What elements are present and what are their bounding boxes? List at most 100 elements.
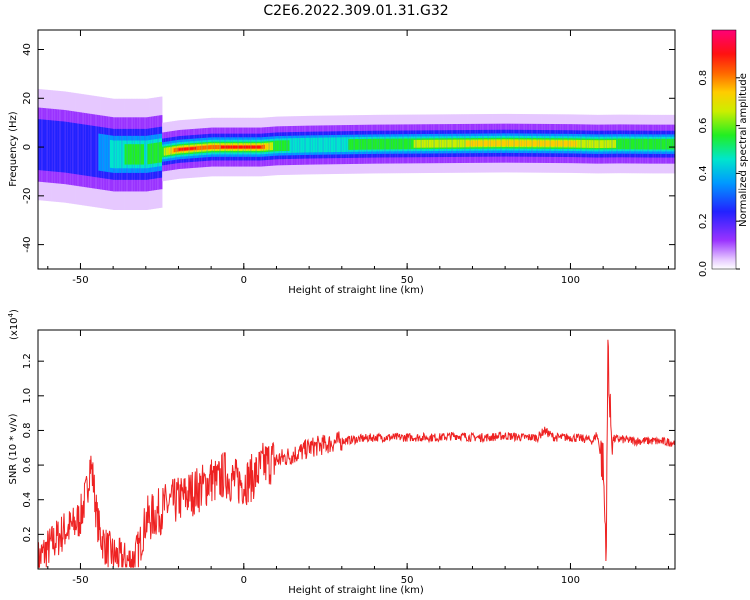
spectrogram-cell [536, 140, 539, 147]
y-tick-label: 1.0 [22, 388, 33, 404]
spectrogram-cell [550, 140, 553, 147]
spectrogram-cell [212, 145, 215, 150]
spectrogram-cell [240, 145, 243, 149]
spectrogram-cell [608, 140, 610, 148]
spectrogram-cell [207, 145, 210, 150]
spectrogram-cell [369, 138, 372, 150]
spectrogram-cell [666, 138, 669, 150]
spectrogram-cell [586, 140, 589, 148]
spectrogram-cell [547, 140, 550, 147]
spectrogram-cell [260, 145, 263, 149]
spectrogram-cell [189, 147, 192, 150]
spectrogram-cell [49, 120, 52, 172]
colorbar-label: Normalized spectral amplitude [738, 73, 749, 227]
spectrogram-cell [258, 145, 261, 149]
spectrogram-cell [132, 144, 135, 165]
spectrogram-cell [283, 140, 285, 152]
spectrogram-cell [487, 140, 490, 146]
y-tick-label: 0.4 [22, 492, 33, 508]
spectrogram-cell [149, 143, 151, 165]
spectrogram-cell [145, 140, 148, 169]
y-tick-label: 0.8 [22, 422, 33, 438]
spectrogram-cell [152, 143, 155, 164]
spectrogram-cell [359, 138, 362, 150]
spectrogram-cell [433, 139, 436, 148]
spectrogram-cell [660, 138, 663, 150]
spectrogram-cell [500, 140, 503, 146]
spectrogram-cell [483, 140, 486, 147]
spectrogram-cell [381, 138, 383, 150]
spectrogram-cell [514, 140, 517, 146]
spectrogram-cell [418, 139, 421, 148]
spectrogram-cell [57, 120, 60, 172]
spectrogram-cell [235, 145, 238, 149]
spectrogram-cell [229, 145, 232, 149]
spectrogram-cell [403, 138, 406, 150]
spectrogram-cell [185, 147, 187, 151]
spectrogram-cell [591, 140, 594, 148]
spectrogram-cell [122, 140, 125, 169]
spectrogram-cell [198, 146, 200, 150]
snr-x-axis-label: Height of straight line (km) [288, 585, 424, 596]
spectrogram-cell [430, 139, 432, 148]
spectrogram-cell [47, 120, 50, 172]
spectrogram-cell [237, 145, 240, 149]
spectrogram-cell [292, 138, 295, 153]
spectrogram-cell [271, 142, 274, 151]
spectrogram-cell [428, 139, 431, 148]
spectrogram-cell [136, 144, 138, 165]
spectrogram-cell [44, 119, 47, 171]
spectrogram-cell [345, 137, 347, 152]
spectrogram-cell [415, 139, 418, 148]
spectrogram-cell [570, 140, 573, 147]
spectrogram-cell [358, 139, 361, 150]
spectrogram-cell [503, 140, 506, 146]
spectrogram-cell [526, 140, 529, 147]
spectrogram-cell [108, 135, 111, 173]
spectrogram-cell [60, 121, 63, 173]
spectrogram-cell [390, 138, 393, 150]
spectrogram-cell [577, 139, 579, 148]
spectrogram-cell [402, 138, 405, 150]
spectrogram-cell [307, 137, 310, 153]
spectrogram-cell [327, 137, 330, 153]
spectrogram-cell [501, 140, 504, 146]
y-tick-label: 1.2 [22, 353, 33, 369]
spectrogram-cell [594, 140, 597, 149]
spectrogram-cell [474, 140, 477, 147]
spectrogram-cell [269, 142, 272, 151]
spectrogram-cell [332, 137, 334, 153]
spectrogram-cell [617, 138, 620, 150]
spectrogram-cell [186, 147, 189, 151]
spectrogram-cell [434, 139, 437, 148]
spectrogram-cell [400, 138, 403, 150]
spectrogram-cell [147, 143, 150, 165]
spectrogram-y-ticks: -40 -20 0 20 40 [22, 43, 675, 253]
spectrogram-cell [116, 140, 119, 169]
spectrogram-cell [523, 140, 526, 146]
spectrogram-cell [635, 138, 638, 150]
spectrogram-cell [300, 137, 303, 153]
spectrogram-cell [217, 145, 220, 150]
spectrogram-cell [263, 144, 266, 149]
spectrogram-cell [583, 139, 586, 148]
spectrogram-cell [423, 139, 426, 148]
spectrogram-cell [518, 140, 521, 146]
spectrogram-cell [83, 124, 86, 176]
spectrogram-cell [438, 139, 441, 148]
spectrogram-cell [421, 139, 424, 148]
spectrogram-cell [253, 145, 256, 149]
spectrogram-cell [371, 138, 374, 150]
spectrogram-cell [462, 139, 465, 148]
spectrogram-cell [444, 139, 447, 148]
snr-y-axis-label: SNR (10 * v/v) [8, 413, 19, 484]
spectrogram-cell [367, 138, 370, 150]
colorbar-tick-label: 0.0 [698, 261, 709, 277]
spectrogram-cell [220, 145, 223, 149]
spectrogram-cell [376, 138, 379, 150]
spectrogram-cell [314, 137, 316, 153]
spectrogram-cell [643, 138, 646, 150]
spectrogram-cell [598, 140, 601, 149]
spectrogram-cell [634, 138, 637, 150]
spectrogram-cell [410, 138, 413, 150]
